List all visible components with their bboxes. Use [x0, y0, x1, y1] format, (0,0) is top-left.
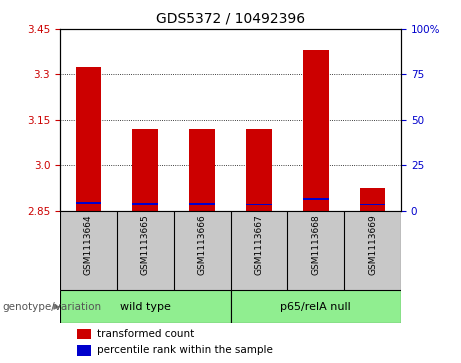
Text: GSM1113669: GSM1113669 — [368, 215, 377, 275]
Bar — [132, 129, 158, 211]
Bar — [77, 345, 91, 356]
Bar — [360, 188, 385, 211]
Bar — [60, 290, 230, 323]
Bar — [246, 204, 272, 205]
Bar — [303, 198, 329, 200]
Bar — [77, 329, 91, 339]
Text: GSM1113664: GSM1113664 — [84, 215, 93, 275]
Bar — [189, 129, 215, 211]
Bar — [303, 50, 329, 211]
Text: p65/relA null: p65/relA null — [280, 302, 351, 312]
Bar — [230, 290, 401, 323]
Text: GSM1113665: GSM1113665 — [141, 215, 150, 275]
Text: GSM1113667: GSM1113667 — [254, 215, 263, 275]
Bar — [360, 204, 385, 205]
Text: transformed count: transformed count — [97, 329, 195, 339]
Text: wild type: wild type — [120, 302, 171, 312]
Bar — [132, 203, 158, 205]
Text: genotype/variation: genotype/variation — [2, 302, 101, 312]
Text: GSM1113666: GSM1113666 — [198, 215, 207, 275]
Bar — [76, 202, 101, 204]
Bar — [76, 67, 101, 211]
Text: GSM1113668: GSM1113668 — [311, 215, 320, 275]
Bar — [189, 203, 215, 205]
Title: GDS5372 / 10492396: GDS5372 / 10492396 — [156, 11, 305, 25]
Text: percentile rank within the sample: percentile rank within the sample — [97, 345, 273, 355]
Bar — [246, 129, 272, 211]
